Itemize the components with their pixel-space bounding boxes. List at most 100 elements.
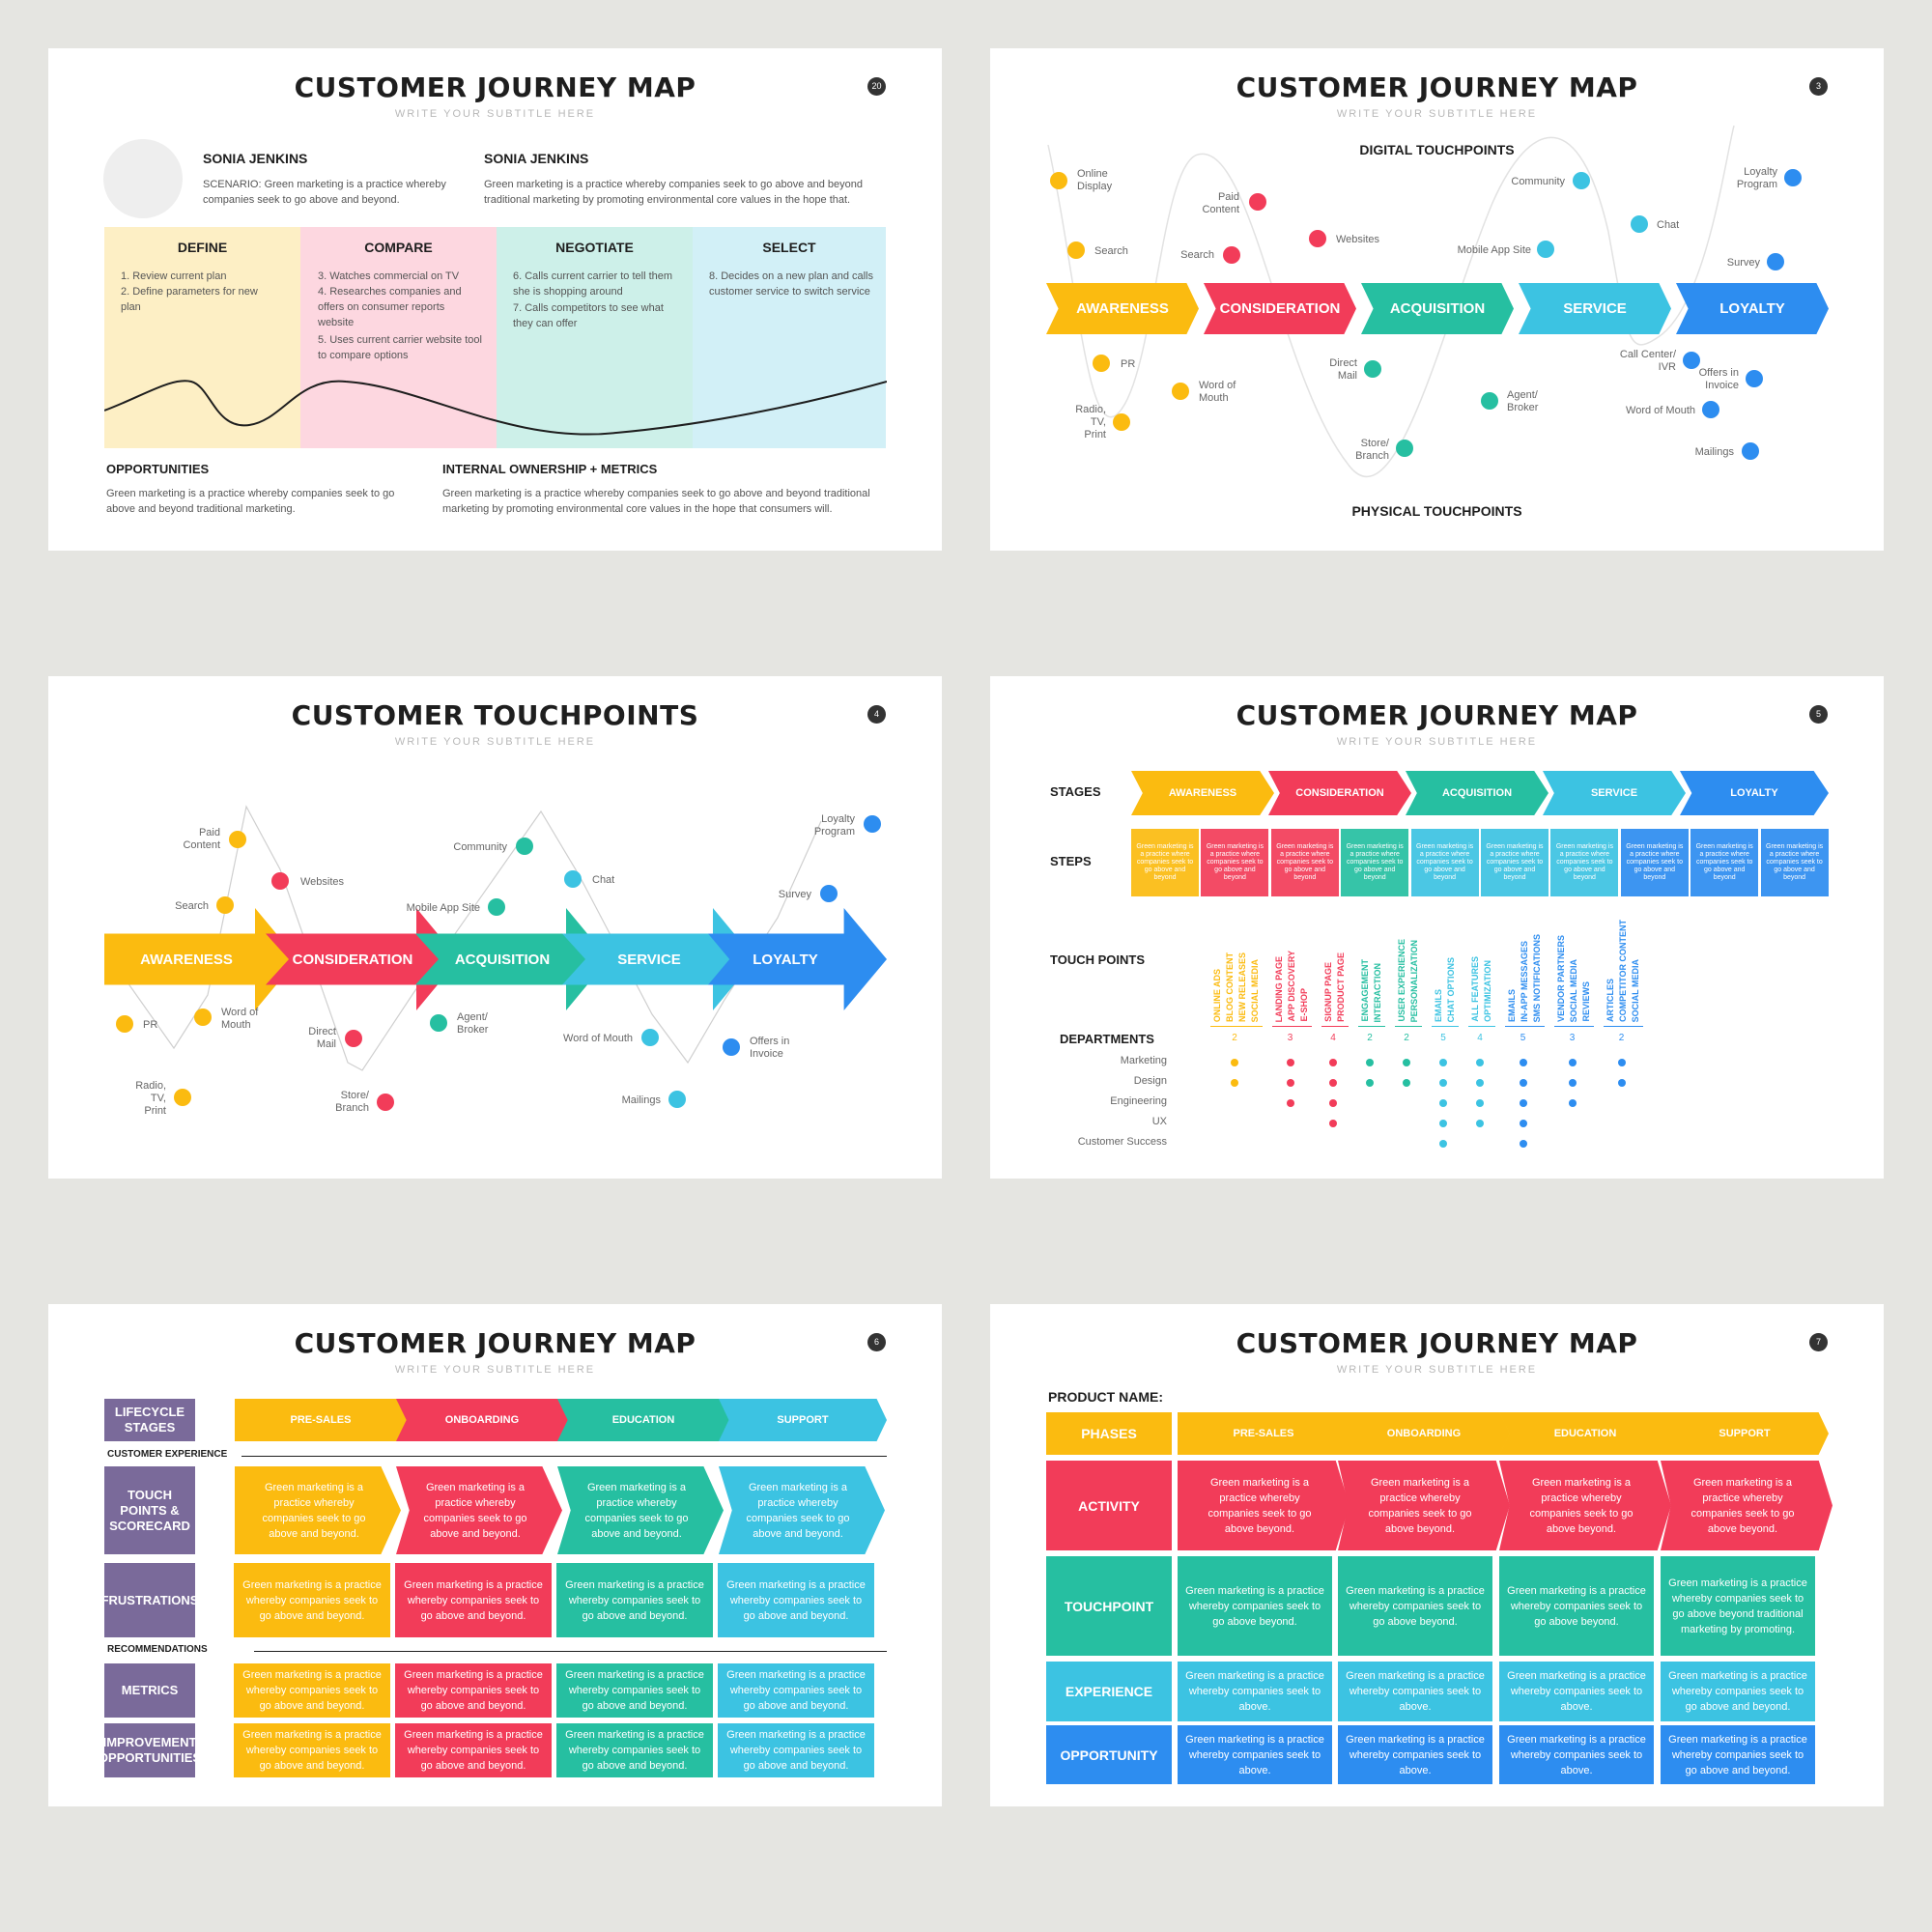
touchpoint-dot xyxy=(194,1009,212,1026)
touchpoint-group-underline xyxy=(1468,1026,1495,1027)
touchpoint-label: PR xyxy=(1121,358,1136,370)
touchpoint-scorecard-cell: Green marketing is a practice whereby co… xyxy=(235,1466,401,1554)
touchpoint-dot xyxy=(820,885,838,902)
lifecycle-cell: Green marketing is a practice whereby co… xyxy=(556,1563,713,1637)
phase-title-define: DEFINE xyxy=(177,240,228,255)
touchpoint-dot xyxy=(1050,172,1067,189)
touchpoint-label: LANDING PAGE xyxy=(1274,955,1284,1022)
step-cell: Green marketing is a practice where comp… xyxy=(1620,829,1689,896)
touchpoint-group-underline xyxy=(1272,1026,1312,1027)
touchpoint-label: E-SHOP xyxy=(1299,988,1309,1022)
touchpoint-dot xyxy=(1683,352,1700,369)
persona-description: Green marketing is a practice whereby co… xyxy=(484,179,863,206)
touchpoint-label: Community xyxy=(1511,176,1565,187)
touchpoint-dot xyxy=(116,1015,133,1033)
persona-scenario: SCENARIO: Green marketing is a practice … xyxy=(203,179,446,206)
department-count: 2 xyxy=(1232,1033,1237,1043)
touchpoint-label: Agent/ Broker xyxy=(457,1011,489,1036)
slide-title: CUSTOMER TOUCHPOINTS xyxy=(291,699,699,731)
touchpoint-group-underline xyxy=(1321,1026,1349,1027)
touchpoint-label: Direct Mail xyxy=(1329,357,1357,382)
department-count: 3 xyxy=(1569,1033,1576,1043)
row-label-opportunity: OPPORTUNITY xyxy=(1046,1725,1172,1784)
department-count: 4 xyxy=(1330,1033,1336,1043)
touchpoint-label: Paid Content xyxy=(183,827,220,851)
touchpoint-label: Radio, TV, Print xyxy=(135,1080,166,1117)
touchpoint-label: ARTICLES xyxy=(1605,979,1615,1022)
phase-title-negotiate: NEGOTIATE xyxy=(555,240,634,255)
touchpoint-group-underline xyxy=(1554,1026,1594,1027)
phase-presales: PRE-SALES xyxy=(235,1399,407,1441)
touchpoint-cell: Green marketing is a practice whereby co… xyxy=(1338,1556,1492,1656)
touchpoint-label: Store/ Branch xyxy=(1355,438,1389,462)
touchpoint-label: Mailings xyxy=(621,1094,661,1106)
step-cell: Green marketing is a practice where comp… xyxy=(1690,829,1759,896)
touchpoint-label: Offers in Invoice xyxy=(1698,367,1739,391)
phase-onboarding: ONBOARDING xyxy=(1338,1412,1510,1455)
department-dot xyxy=(1439,1059,1447,1066)
touchpoint-label: Loyalty Program xyxy=(813,813,855,838)
touchpoint-label: Search xyxy=(175,900,209,912)
stage-consideration: CONSIDERATION xyxy=(1268,771,1411,815)
department-dot xyxy=(1286,1099,1294,1107)
touchpoint-label: Search xyxy=(1180,249,1214,261)
department-dot xyxy=(1329,1099,1337,1107)
department-dot xyxy=(1231,1079,1238,1087)
phase-column-select xyxy=(693,227,886,448)
slide-title: CUSTOMER JOURNEY MAP xyxy=(294,1327,696,1359)
digital-touchpoints-heading: DIGITAL TOUCHPOINTS xyxy=(1359,142,1515,157)
lifecycle-cell: Green marketing is a practice whereby co… xyxy=(718,1663,874,1718)
department-count: 4 xyxy=(1477,1033,1483,1043)
department-label: Marketing xyxy=(1120,1055,1167,1066)
touchpoint-scorecard-cell: Green marketing is a practice whereby co… xyxy=(719,1466,885,1554)
row-label-activity: ACTIVITY xyxy=(1046,1461,1172,1550)
activity-cell: Green marketing is a practice whereby co… xyxy=(1499,1461,1671,1550)
touchpoint-dot xyxy=(271,872,289,890)
phase-onboarding: ONBOARDING xyxy=(396,1399,568,1441)
phase-education: EDUCATION xyxy=(557,1399,729,1441)
step-cell: Green marketing is a practice where comp… xyxy=(1131,829,1199,896)
opportunities-text: Green marketing is a practice whereby co… xyxy=(106,488,395,515)
touchpoint-group-underline xyxy=(1210,1026,1263,1027)
step-cell: Green marketing is a practice where comp… xyxy=(1201,829,1269,896)
department-dot xyxy=(1476,1099,1484,1107)
activity-cell: Green marketing is a practice whereby co… xyxy=(1178,1461,1350,1550)
department-dot xyxy=(1476,1079,1484,1087)
department-dot xyxy=(1519,1099,1527,1107)
slide-subtitle: WRITE YOUR SUBTITLE HERE xyxy=(394,1364,596,1376)
touchpoint-label: NEW RELEASES xyxy=(1237,952,1247,1022)
department-dot xyxy=(1439,1140,1447,1148)
avatar-placeholder xyxy=(103,139,183,218)
lifecycle-cell: Green marketing is a practice whereby co… xyxy=(395,1723,552,1777)
touchpoint-wave-line xyxy=(1047,125,1735,478)
touchpoint-label: SIGNUP PAGE xyxy=(1323,962,1333,1022)
touchpoint-cell: Green marketing is a practice whereby co… xyxy=(1661,1556,1815,1656)
page-number: 6 xyxy=(867,1333,886,1351)
touchpoint-label: Radio, TV, Print xyxy=(1075,404,1106,440)
slide-product-journey: CUSTOMER JOURNEY MAP WRITE YOUR SUBTITLE… xyxy=(990,1304,1884,1806)
touchpoint-label: ONLINE ADS xyxy=(1212,968,1222,1022)
touchpoint-dot xyxy=(1767,253,1784,270)
row-label-departments: DEPARTMENTS xyxy=(1060,1032,1154,1046)
step-cell: Green marketing is a practice where comp… xyxy=(1270,829,1339,896)
touchpoint-cell: Green marketing is a practice whereby co… xyxy=(1178,1556,1332,1656)
physical-touchpoints-heading: PHYSICAL TOUCHPOINTS xyxy=(1351,503,1522,519)
opportunity-cell: Green marketing is a practice whereby co… xyxy=(1338,1725,1492,1784)
opportunities-title: OPPORTUNITIES xyxy=(106,462,210,476)
department-count: 2 xyxy=(1404,1033,1409,1043)
opportunity-cell: Green marketing is a practice whereby co… xyxy=(1499,1725,1654,1784)
touchpoint-label: SOCIAL MEDIA xyxy=(1569,958,1578,1022)
touchpoint-dot xyxy=(723,1038,740,1056)
touchpoint-scorecard-cell: Green marketing is a practice whereby co… xyxy=(557,1466,724,1554)
lifecycle-cell: Green marketing is a practice whereby co… xyxy=(395,1563,552,1637)
touchpoint-group-underline xyxy=(1395,1026,1422,1027)
touchpoint-label: Word of Mouth xyxy=(1626,405,1695,416)
touchpoint-label: Survey xyxy=(778,889,811,900)
department-count: 5 xyxy=(1520,1033,1526,1043)
page-number: 5 xyxy=(1809,705,1828,724)
slide-title: CUSTOMER JOURNEY MAP xyxy=(1236,71,1638,103)
department-label: Engineering xyxy=(1110,1095,1167,1107)
touchpoint-label: Online Display xyxy=(1077,168,1113,192)
touchpoint-label: Word of Mouth xyxy=(1199,380,1236,404)
stage-awareness: AWARENESS xyxy=(1131,771,1274,815)
